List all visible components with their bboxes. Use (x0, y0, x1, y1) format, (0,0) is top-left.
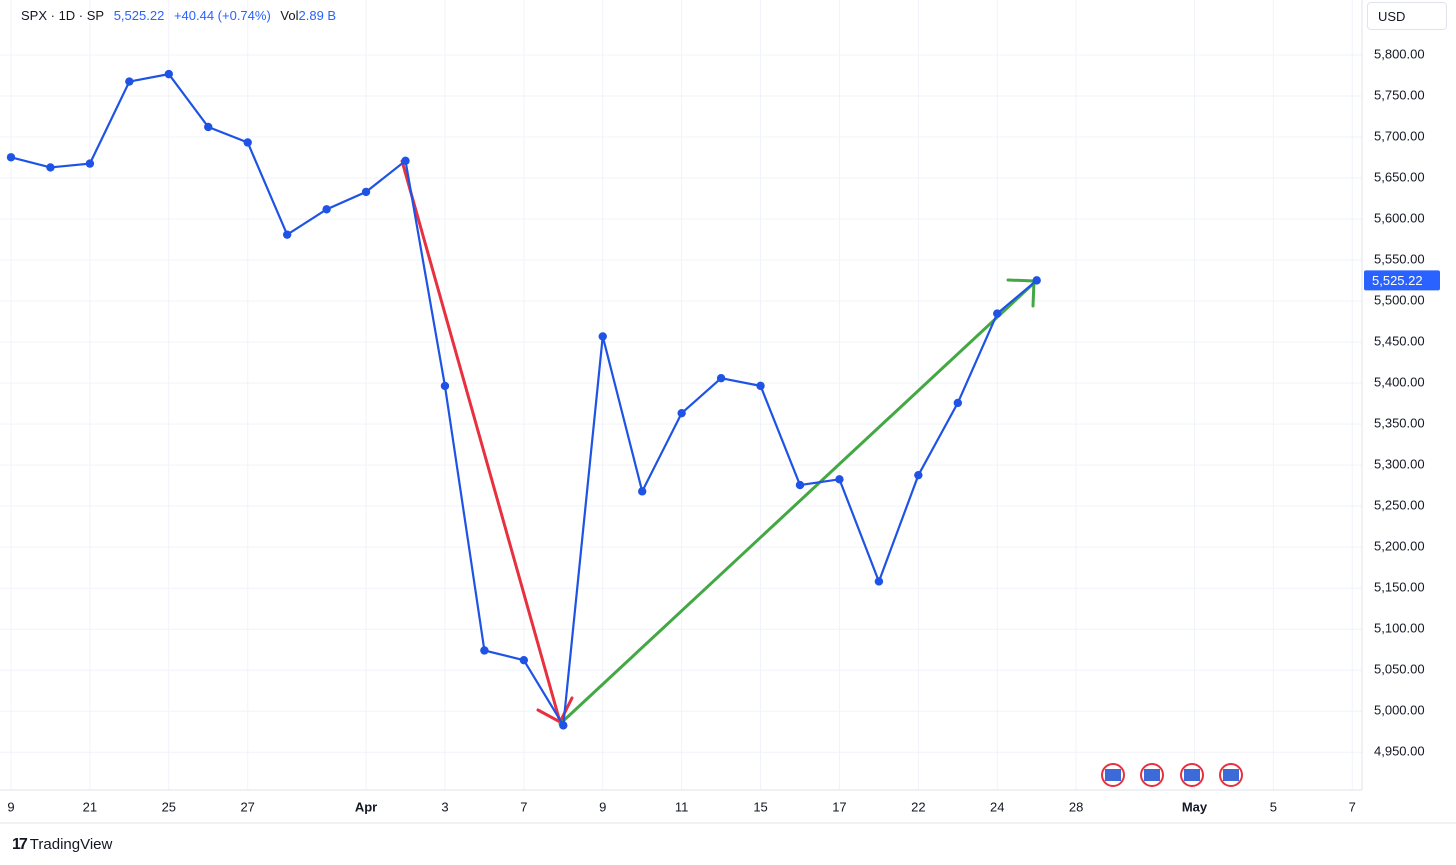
y-tick-label: 5,350.00 (1374, 416, 1425, 431)
x-tick-label: 9 (599, 799, 606, 814)
x-tick-label: 3 (441, 799, 448, 814)
y-tick-label: 5,300.00 (1374, 457, 1425, 472)
brand: 17 TradingView (12, 836, 113, 853)
y-tick-label: 5,650.00 (1374, 169, 1425, 184)
price-point (953, 398, 962, 408)
y-tick-label: 5,450.00 (1374, 334, 1425, 349)
price-point (519, 655, 529, 665)
price-point (598, 332, 607, 341)
vol: 2.89 B (298, 8, 337, 23)
y-tick-label: 5,550.00 (1374, 251, 1425, 266)
x-tick-label: 7 (520, 799, 527, 814)
y-tick-label: 5,000.00 (1374, 703, 1425, 718)
price-point (85, 159, 95, 168)
change: +40.44 (+0.74%) (173, 8, 271, 23)
y-tick-label: 5,050.00 (1374, 662, 1425, 677)
y-tick-label: 4,950.00 (1374, 744, 1425, 759)
x-tick-label: 5 (1270, 799, 1277, 814)
legend-header: SPX · 1D · SP 5,525.22 +40.44 (+0.74%) V… (21, 8, 342, 23)
y-tick-label: 5,400.00 (1374, 375, 1425, 390)
price-point (361, 187, 371, 197)
y-tick-label: 5,750.00 (1374, 87, 1425, 102)
y-tick-label: 5,150.00 (1374, 580, 1425, 595)
x-tick-label: 21 (83, 799, 97, 814)
symbol: SPX · 1D · SP (21, 8, 105, 23)
grid (0, 0, 1362, 790)
price-point (756, 381, 765, 391)
y-tick-label: 5,250.00 (1374, 498, 1425, 513)
price-point (204, 122, 213, 132)
price: 5,525.22 (113, 8, 165, 23)
x-tick-label: 17 (832, 799, 846, 814)
x-tick-label: 22 (911, 799, 925, 814)
price-point (480, 646, 489, 655)
x-tick-label: May (1182, 799, 1208, 814)
x-tick-label: 24 (990, 799, 1004, 814)
price-point (874, 577, 884, 586)
price-point (993, 309, 1002, 318)
green-arrow (558, 278, 1036, 726)
price-point (559, 721, 568, 730)
price-point (401, 156, 410, 166)
price-point (716, 374, 726, 383)
y-tick-label: 5,100.00 (1374, 621, 1425, 636)
price-point (914, 470, 923, 480)
y-tick-label: 5,500.00 (1374, 293, 1425, 308)
price-point (46, 163, 55, 172)
x-tick-label: Apr (355, 799, 377, 814)
last-price-label: 5,525.22 (1372, 273, 1423, 288)
x-tick-label: 27 (240, 799, 254, 814)
currency-button[interactable]: USD (1367, 2, 1447, 30)
price-point (243, 138, 252, 147)
price-point (1032, 276, 1041, 285)
price-point (835, 475, 844, 484)
price-point (677, 408, 686, 418)
y-tick-label: 5,200.00 (1374, 539, 1425, 554)
price-point (795, 480, 805, 490)
price-point (164, 69, 173, 79)
vol-label: Vol (280, 8, 299, 23)
price-point (638, 487, 647, 496)
y-tick-label: 5,600.00 (1374, 210, 1425, 225)
red-arrow (400, 159, 574, 725)
plot (6, 69, 1041, 730)
y-tick-label: 5,800.00 (1374, 46, 1425, 61)
last-price-tag (1364, 270, 1440, 291)
x-tick-label: 28 (1069, 799, 1083, 814)
price-point (440, 381, 450, 391)
x-tick-label: 25 (162, 799, 176, 814)
event-flags (1101, 763, 1243, 787)
x-tick-label: 9 (7, 799, 14, 814)
price-point (322, 205, 331, 214)
x-tick-label: 15 (753, 799, 767, 814)
price-point (282, 230, 292, 239)
brand-name: TradingView (29, 836, 113, 853)
price-point (125, 77, 134, 86)
y-tick-label: 5,700.00 (1374, 128, 1425, 143)
x-tick-label: 11 (675, 799, 689, 814)
price-point (6, 153, 16, 162)
x-tick-label: 7 (1349, 799, 1356, 814)
